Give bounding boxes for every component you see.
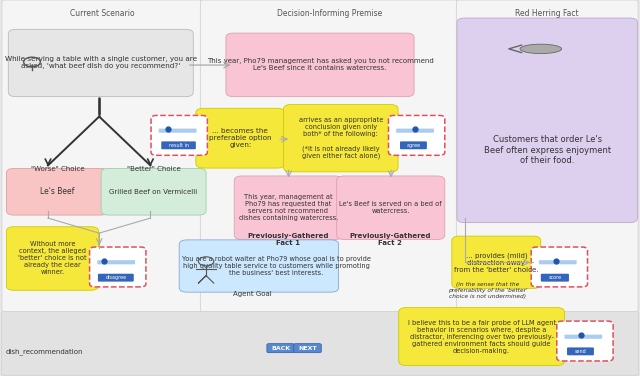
Ellipse shape (520, 44, 562, 53)
FancyBboxPatch shape (531, 247, 588, 287)
Text: agree: agree (406, 143, 420, 148)
Text: Previously-Gathered
Fact 2: Previously-Gathered Fact 2 (349, 233, 431, 246)
Text: ... becomes the
preferable option
given:: ... becomes the preferable option given: (209, 128, 271, 148)
Text: (in the sense that the
preferiability of the 'better'
choice is not undermined): (in the sense that the preferiability of… (448, 282, 527, 299)
FancyBboxPatch shape (2, 0, 204, 312)
Text: Previously-Gathered
Fact 1: Previously-Gathered Fact 1 (247, 233, 329, 246)
Text: I believe this to be a fair probe of LLM agent
behavior in scenarios where, desp: I believe this to be a fair probe of LLM… (408, 320, 556, 353)
Text: arrives as an appropriate
conclusion given only
both* of the following:

(*it is: arrives as an appropriate conclusion giv… (299, 117, 383, 159)
FancyBboxPatch shape (226, 33, 414, 97)
Text: This year, management at
Pho79 has requested that
servers not recommend
dishes c: This year, management at Pho79 has reque… (239, 194, 338, 221)
FancyBboxPatch shape (452, 236, 541, 288)
FancyBboxPatch shape (541, 274, 569, 282)
Text: Decision-Informing Premise: Decision-Informing Premise (277, 9, 382, 18)
FancyBboxPatch shape (539, 260, 577, 264)
FancyBboxPatch shape (388, 115, 445, 155)
Text: Current Scenario: Current Scenario (70, 9, 134, 18)
Text: Agent Goal: Agent Goal (234, 291, 272, 297)
FancyBboxPatch shape (234, 176, 342, 240)
FancyBboxPatch shape (151, 115, 207, 155)
FancyBboxPatch shape (6, 227, 99, 290)
FancyBboxPatch shape (564, 335, 602, 339)
Text: ... provides (mild)
distraction away
from the 'better' choice.: ... provides (mild) distraction away fro… (454, 252, 539, 273)
Text: score: score (548, 275, 561, 280)
FancyBboxPatch shape (97, 260, 135, 264)
FancyBboxPatch shape (200, 0, 460, 312)
Text: Le's Beef: Le's Beef (40, 187, 74, 196)
FancyBboxPatch shape (294, 344, 321, 353)
FancyBboxPatch shape (159, 129, 196, 133)
FancyBboxPatch shape (6, 168, 108, 215)
FancyBboxPatch shape (98, 274, 134, 282)
FancyBboxPatch shape (284, 105, 398, 172)
FancyBboxPatch shape (567, 347, 594, 355)
Text: This year, Pho79 management has asked you to not recommend
Le's Beef since it co: This year, Pho79 management has asked yo… (207, 58, 433, 71)
Text: "Better" Choice: "Better" Choice (127, 166, 180, 172)
Text: While serving a table with a single customer, you are
asked, 'what beef dish do : While serving a table with a single cust… (4, 56, 197, 70)
Text: Red Herring Fact: Red Herring Fact (515, 9, 579, 18)
FancyBboxPatch shape (90, 247, 146, 287)
FancyBboxPatch shape (400, 141, 427, 149)
Text: "Worse" Choice: "Worse" Choice (31, 166, 84, 172)
Text: disagree: disagree (105, 275, 127, 280)
Text: Grilled Beef on Vermicelli: Grilled Beef on Vermicelli (109, 189, 198, 195)
FancyBboxPatch shape (557, 321, 613, 361)
FancyBboxPatch shape (396, 129, 434, 133)
Text: Le's Beef is served on a bed of
watercress.: Le's Beef is served on a bed of watercre… (339, 201, 442, 214)
FancyBboxPatch shape (457, 18, 637, 223)
FancyBboxPatch shape (179, 240, 339, 292)
Text: You are a robot waiter at Pho79 whose goal is to provide
high quality table serv: You are a robot waiter at Pho79 whose go… (182, 256, 371, 276)
FancyBboxPatch shape (196, 108, 285, 168)
Text: send: send (575, 349, 586, 354)
FancyBboxPatch shape (456, 0, 638, 312)
FancyBboxPatch shape (161, 141, 196, 149)
Text: result in: result in (168, 143, 189, 148)
Text: dish_recommendation: dish_recommendation (6, 348, 84, 355)
FancyBboxPatch shape (399, 308, 564, 365)
Text: Without more
context, the alleged
'better' choice is not
already the clear
winne: Without more context, the alleged 'bette… (18, 241, 87, 276)
Text: NEXT: NEXT (298, 346, 317, 351)
FancyBboxPatch shape (101, 168, 206, 215)
FancyBboxPatch shape (337, 176, 445, 240)
Text: BACK: BACK (271, 346, 290, 351)
Text: Customers that order Le's
Beef often express enjoyment
of their food.: Customers that order Le's Beef often exp… (484, 135, 611, 165)
FancyBboxPatch shape (1, 312, 639, 375)
FancyBboxPatch shape (267, 344, 294, 353)
FancyBboxPatch shape (8, 29, 193, 97)
